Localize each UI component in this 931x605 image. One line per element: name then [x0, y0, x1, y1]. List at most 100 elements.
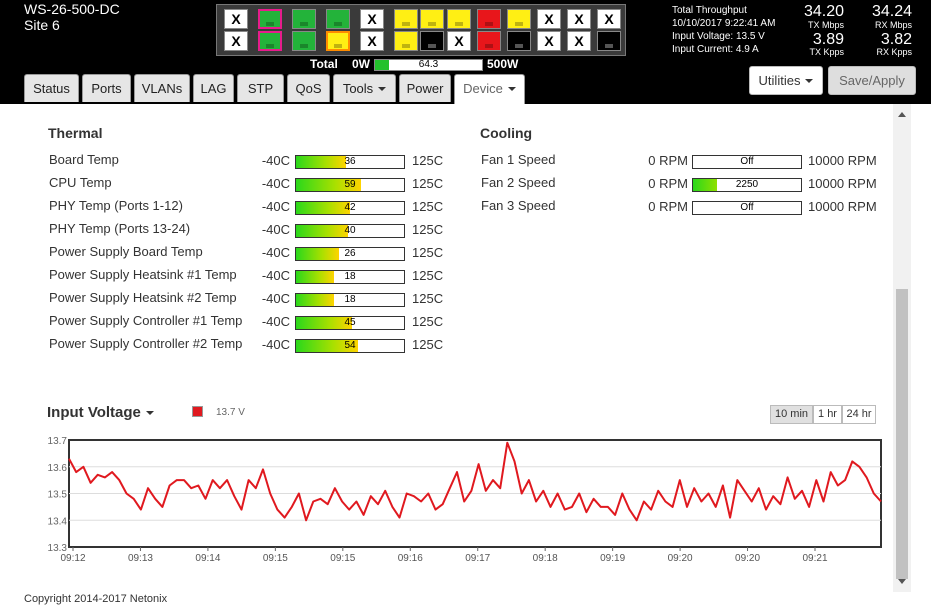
thermal-gauge-value: 36 [344, 156, 356, 167]
thermal-gauge: 45 [295, 316, 405, 330]
scroll-down-arrow-icon[interactable] [898, 579, 906, 584]
x-tick-label: 09:13 [128, 553, 153, 564]
y-tick-label: 13.6 [48, 463, 68, 474]
thermal-max: 125C [412, 314, 444, 329]
port-top-7[interactable] [420, 9, 444, 29]
chevron-down-icon [805, 79, 814, 83]
fan-gauge: 2250 [692, 178, 802, 192]
utilities-button[interactable]: Utilities [749, 66, 823, 95]
thermal-max: 125C [412, 176, 444, 191]
y-tick-label: 13.3 [48, 543, 68, 554]
thermal-gauge: 42 [295, 201, 405, 215]
thermal-gauge-fill [296, 202, 350, 214]
site-name: Site 6 [24, 17, 60, 33]
port-bottom-6[interactable] [394, 31, 418, 51]
device-name: WS-26-500-DC [24, 1, 120, 17]
port-top-13[interactable]: X [597, 9, 621, 29]
fan-min: 0 RPM [648, 199, 688, 214]
page-scrollbar[interactable] [893, 104, 911, 592]
port-top-6[interactable] [394, 9, 418, 29]
rx-kpps-value: 3.82 [880, 31, 912, 48]
thermal-gauge-value: 26 [344, 248, 356, 259]
thermal-gauge-fill [296, 294, 334, 306]
tab-qos[interactable]: QoS [287, 74, 330, 102]
port-bottom-12[interactable]: X [567, 31, 591, 51]
tab-lag[interactable]: LAG [193, 74, 234, 102]
thermal-max: 125C [412, 153, 444, 168]
port-top-3[interactable] [292, 9, 316, 29]
rx-kpps-label: RX Kpps [876, 47, 912, 57]
thermal-gauge: 59 [295, 178, 405, 192]
tab-ports[interactable]: Ports [82, 74, 131, 102]
range-24hr-button[interactable]: 24 hr [842, 405, 876, 424]
port-bottom-7[interactable] [420, 31, 444, 51]
x-tick-label: 09:14 [195, 553, 220, 564]
thermal-gauge-value: 18 [344, 294, 356, 305]
tab-tools[interactable]: Tools [333, 74, 396, 102]
legend-color-swatch[interactable] [192, 406, 203, 417]
port-bottom-3[interactable] [292, 31, 316, 51]
port-top-5[interactable]: X [360, 9, 384, 29]
tab-label: LAG [200, 81, 227, 96]
tab-label: STP [247, 81, 274, 96]
scroll-up-arrow-icon[interactable] [898, 112, 906, 117]
cooling-section-title: Cooling [480, 125, 533, 141]
port-bottom-1[interactable]: X [224, 31, 248, 51]
tab-stp[interactable]: STP [237, 74, 284, 102]
x-tick-label: 09:19 [600, 553, 625, 564]
tab-vlans[interactable]: VLANs [134, 74, 190, 102]
power-total-label: Total [310, 57, 338, 71]
port-top-2[interactable] [258, 9, 282, 29]
fan-gauge: Off [692, 201, 802, 215]
tx-mbps-value: 34.20 [803, 3, 844, 20]
thermal-label: Power Supply Heatsink #2 Temp [49, 290, 237, 305]
port-bottom-4[interactable] [326, 31, 350, 51]
footer-copyright: Copyright 2014-2017 Netonix [24, 593, 168, 605]
port-top-11[interactable]: X [537, 9, 561, 29]
tab-power[interactable]: Power [399, 74, 451, 102]
tx-kpps-value: 3.89 [812, 31, 844, 48]
port-bottom-9[interactable] [477, 31, 501, 51]
save-apply-button[interactable]: Save/Apply [828, 66, 916, 95]
port-bottom-13[interactable] [597, 31, 621, 51]
thermal-gauge: 18 [295, 270, 405, 284]
voltage-series-line [68, 441, 882, 522]
range-1hr-button[interactable]: 1 hr [813, 405, 842, 424]
tab-label: Status [33, 81, 70, 96]
fan-label: Fan 2 Speed [481, 175, 556, 190]
thermal-label: Power Supply Heatsink #1 Temp [49, 267, 237, 282]
thermal-gauge: 36 [295, 155, 405, 169]
power-max-label: 500W [487, 57, 519, 71]
input-voltage-dropdown[interactable]: Input Voltage [47, 404, 154, 421]
y-tick-label: 13.5 [48, 490, 68, 501]
port-bottom-5[interactable]: X [360, 31, 384, 51]
thermal-gauge-fill [296, 317, 352, 329]
fan-gauge-value: Off [740, 202, 754, 213]
thermal-label: PHY Temp (Ports 1-12) [49, 198, 183, 213]
x-tick-label: 09:17 [465, 553, 490, 564]
port-top-9[interactable] [477, 9, 501, 29]
thermal-label: Board Temp [49, 152, 119, 167]
tx-kpps-label: TX Kpps [809, 47, 844, 57]
scrollbar-thumb[interactable] [896, 289, 908, 579]
port-top-4[interactable] [326, 9, 350, 29]
port-bottom-2[interactable] [258, 31, 282, 51]
port-bottom-10[interactable] [507, 31, 531, 51]
port-bottom-8[interactable]: X [447, 31, 471, 51]
port-top-10[interactable] [507, 9, 531, 29]
port-bottom-11[interactable]: X [537, 31, 561, 51]
port-top-8[interactable] [447, 9, 471, 29]
thermal-min: -40C [261, 153, 290, 168]
range-10min-button[interactable]: 10 min [770, 405, 813, 424]
tab-status[interactable]: Status [24, 74, 79, 102]
thermal-min: -40C [261, 222, 290, 237]
thermal-label: Power Supply Controller #2 Temp [49, 336, 243, 351]
fan-max: 10000 RPM [808, 153, 877, 168]
tx-mbps-label: TX Mbps [807, 20, 844, 30]
tab-device[interactable]: Device [454, 74, 525, 104]
tab-label: VLANs [141, 81, 183, 96]
port-top-12[interactable]: X [567, 9, 591, 29]
port-top-1[interactable]: X [224, 9, 248, 29]
tab-label: Tools [342, 81, 374, 96]
